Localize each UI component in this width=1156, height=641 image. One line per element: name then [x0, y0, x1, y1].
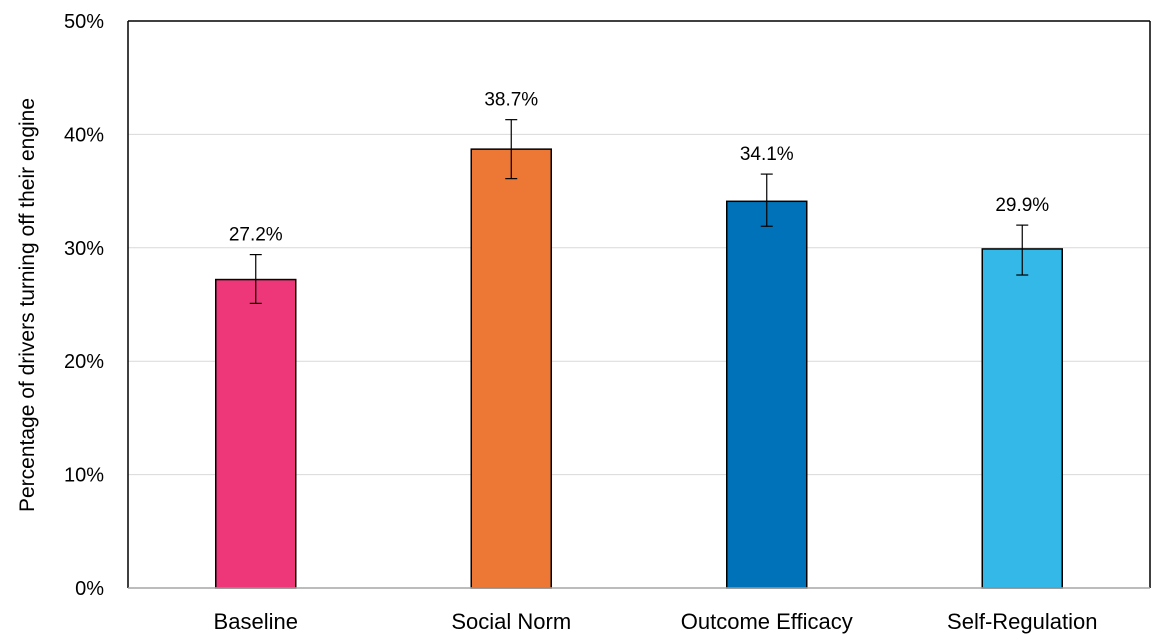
- plot-frame: [127, 20, 1151, 589]
- bar: [470, 148, 552, 589]
- category-label: Outcome Efficacy: [681, 609, 853, 634]
- gridlines: [128, 133, 1150, 476]
- data-label: 27.2%: [229, 225, 283, 246]
- y-tick-label: 40%: [64, 124, 104, 146]
- error-bars: [249, 119, 1029, 304]
- y-tick-label: 20%: [64, 351, 104, 373]
- y-tick-label: 10%: [64, 465, 104, 487]
- category-label: Baseline: [214, 609, 298, 634]
- y-axis-title: Percentage of drivers turning off their …: [16, 98, 39, 512]
- data-label: 38.7%: [484, 90, 538, 111]
- bar: [215, 278, 297, 589]
- y-tick-label: 0%: [75, 578, 104, 600]
- category-labels: Baseline Social Norm Outcome Efficacy Self-…: [214, 609, 1098, 634]
- bar: [981, 248, 1063, 589]
- data-label: 29.9%: [995, 195, 1049, 216]
- category-label: Self-Regulation: [947, 609, 1097, 634]
- category-label: Social Norm: [451, 609, 571, 634]
- bar: [726, 200, 808, 589]
- data-labels: 27.2% 38.7% 34.1% 29.9%: [229, 90, 1049, 246]
- y-tick-label: 30%: [64, 238, 104, 260]
- data-label: 34.1%: [740, 144, 794, 165]
- y-tick-labels: 0% 10% 20% 30% 40% 50%: [64, 11, 104, 600]
- y-tick-label: 50%: [64, 11, 104, 33]
- bars: [215, 148, 1063, 589]
